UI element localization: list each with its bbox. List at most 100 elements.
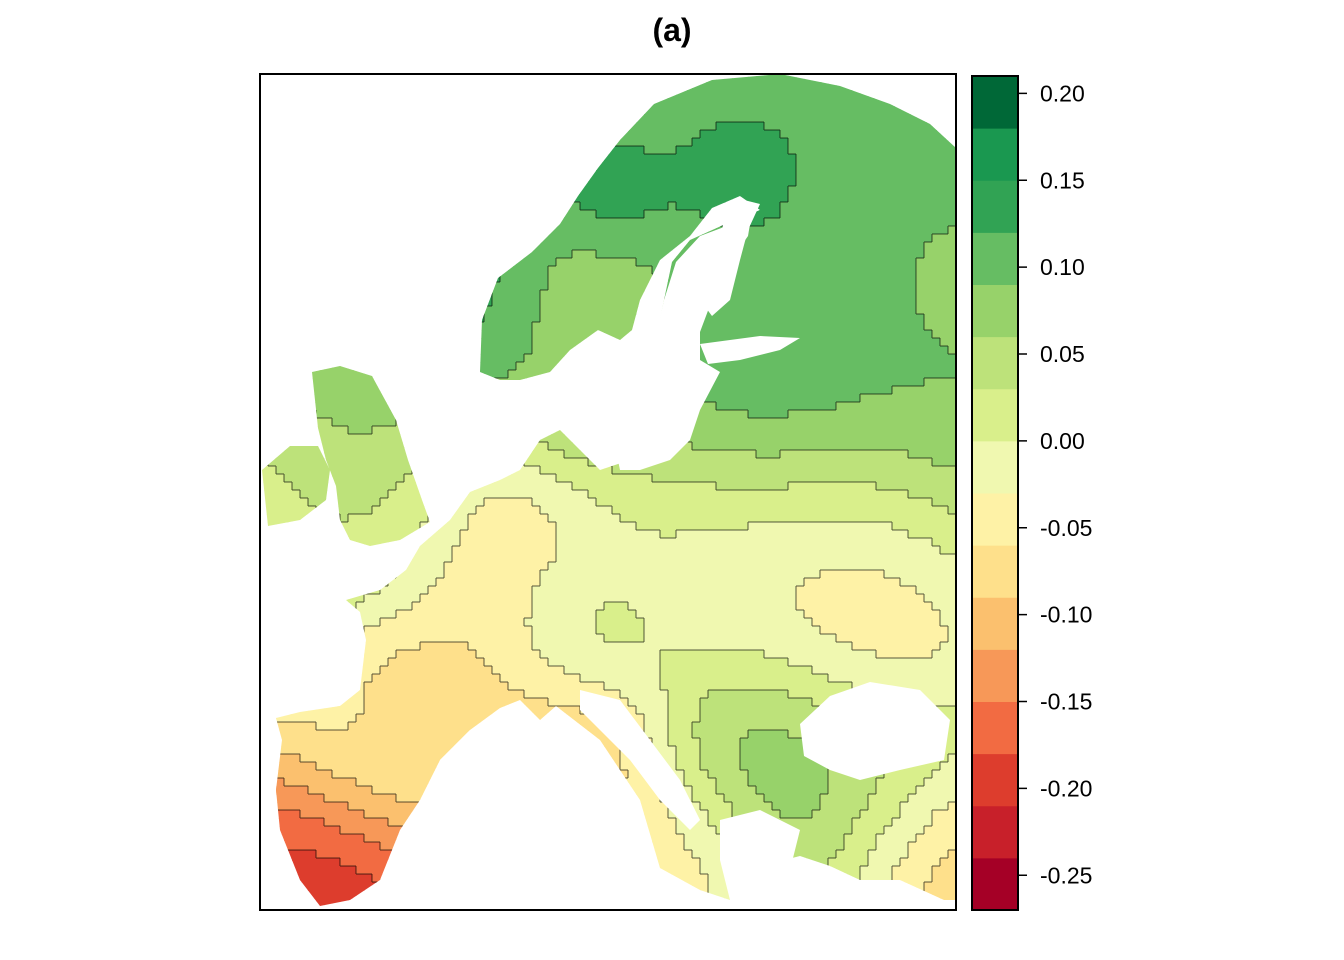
raster-cell	[628, 218, 637, 227]
raster-cell	[612, 122, 621, 131]
raster-cell	[852, 394, 861, 403]
raster-cell	[684, 82, 693, 91]
raster-cell	[524, 170, 533, 179]
raster-cell	[300, 506, 309, 515]
raster-cell	[356, 234, 365, 243]
raster-cell	[484, 458, 493, 467]
raster-cell	[452, 202, 461, 211]
raster-cell	[428, 346, 437, 355]
raster-cell	[324, 466, 333, 475]
raster-cell	[612, 226, 621, 235]
raster-cell	[284, 82, 293, 91]
raster-cell	[556, 482, 565, 491]
raster-cell	[636, 242, 645, 251]
raster-cell	[292, 506, 301, 515]
raster-cell	[764, 274, 773, 283]
raster-cell	[852, 266, 861, 275]
raster-cell	[604, 522, 613, 531]
raster-cell	[380, 490, 389, 499]
raster-cell	[924, 434, 933, 443]
raster-cell	[836, 290, 845, 299]
raster-cell	[756, 210, 765, 219]
raster-cell	[564, 266, 573, 275]
raster-cell	[852, 434, 861, 443]
raster-cell	[428, 266, 437, 275]
raster-cell	[316, 522, 325, 531]
raster-cell	[780, 266, 789, 275]
raster-cell	[916, 370, 925, 379]
raster-cell	[340, 290, 349, 299]
raster-cell	[756, 442, 765, 451]
raster-cell	[564, 90, 573, 99]
raster-cell	[404, 242, 413, 251]
raster-cell	[532, 378, 541, 387]
raster-cell	[436, 426, 445, 435]
raster-cell	[396, 290, 405, 299]
raster-cell	[268, 362, 277, 371]
raster-cell	[804, 338, 813, 347]
raster-cell	[652, 138, 661, 147]
raster-cell	[772, 194, 781, 203]
raster-cell	[500, 346, 509, 355]
raster-cell	[548, 266, 557, 275]
raster-cell	[396, 434, 405, 443]
raster-cell	[596, 202, 605, 211]
raster-cell	[564, 178, 573, 187]
raster-cell	[812, 186, 821, 195]
raster-cell	[804, 466, 813, 475]
raster-cell	[396, 522, 405, 531]
raster-cell	[908, 266, 917, 275]
raster-cell	[868, 122, 877, 131]
raster-cell	[556, 354, 565, 363]
raster-cell	[908, 98, 917, 107]
raster-cell	[756, 482, 765, 491]
raster-cell	[484, 226, 493, 235]
raster-cell	[764, 162, 773, 171]
raster-cell	[380, 378, 389, 387]
raster-cell	[660, 98, 669, 107]
raster-cell	[484, 522, 493, 531]
raster-cell	[748, 426, 757, 435]
raster-cell	[412, 362, 421, 371]
raster-cell	[332, 298, 341, 307]
raster-cell	[276, 498, 285, 507]
raster-cell	[388, 466, 397, 475]
raster-cell	[756, 266, 765, 275]
raster-cell	[804, 386, 813, 395]
raster-cell	[588, 362, 597, 371]
raster-cell	[316, 498, 325, 507]
raster-cell	[516, 82, 525, 91]
raster-cell	[428, 306, 437, 315]
raster-cell	[628, 234, 637, 243]
raster-cell	[604, 338, 613, 347]
raster-cell	[916, 346, 925, 355]
raster-cell	[356, 290, 365, 299]
raster-cell	[916, 322, 925, 331]
raster-cell	[732, 362, 741, 371]
raster-cell	[620, 98, 629, 107]
raster-cell	[644, 162, 653, 171]
raster-cell	[852, 474, 861, 483]
raster-cell	[484, 506, 493, 515]
raster-cell	[860, 74, 869, 83]
raster-cell	[828, 298, 837, 307]
raster-cell	[412, 306, 421, 315]
raster-cell	[356, 378, 365, 387]
raster-cell	[548, 146, 557, 155]
raster-cell	[580, 370, 589, 379]
raster-cell	[804, 130, 813, 139]
raster-cell	[500, 450, 509, 459]
raster-cell	[628, 514, 637, 523]
raster-cell	[412, 314, 421, 323]
raster-cell	[484, 218, 493, 227]
raster-cell	[476, 218, 485, 227]
raster-cell	[764, 106, 773, 115]
raster-cell	[404, 522, 413, 531]
raster-cell	[492, 362, 501, 371]
raster-cell	[508, 170, 517, 179]
raster-cell	[364, 490, 373, 499]
raster-cell	[540, 138, 549, 147]
raster-cell	[284, 378, 293, 387]
raster-cell	[748, 410, 757, 419]
raster-cell	[340, 194, 349, 203]
